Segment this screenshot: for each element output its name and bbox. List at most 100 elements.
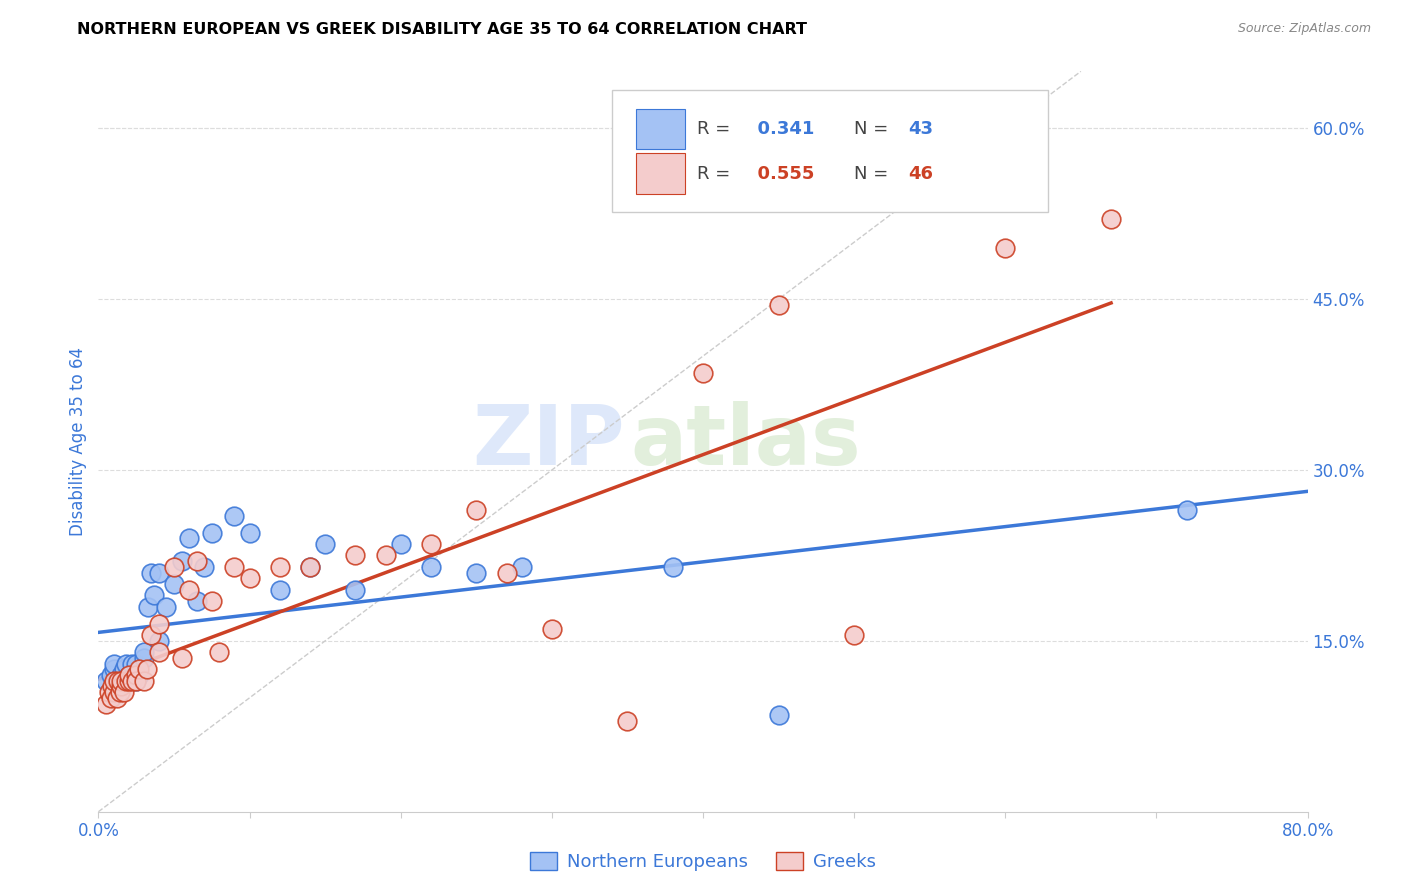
Point: [495, 566, 517, 580]
Point: [155, 599, 177, 614]
Point: [125, 673, 148, 688]
Point: [118, 673, 141, 688]
Point: [112, 662, 135, 676]
Point: [186, 594, 208, 608]
Point: [128, 668, 150, 682]
Point: [103, 662, 125, 676]
Point: [163, 559, 186, 574]
Point: [141, 628, 163, 642]
Point: [420, 537, 443, 551]
Text: ZIP: ZIP: [472, 401, 624, 482]
Point: [344, 549, 367, 563]
Point: [94, 697, 117, 711]
Point: [125, 673, 148, 688]
Point: [114, 673, 136, 688]
Point: [269, 582, 291, 597]
Point: [994, 241, 1017, 255]
Point: [118, 668, 141, 682]
Point: [132, 651, 155, 665]
Point: [125, 657, 148, 671]
Point: [108, 685, 131, 699]
Text: R =: R =: [697, 120, 735, 138]
Point: [103, 685, 125, 699]
Point: [692, 366, 714, 380]
Point: [103, 673, 125, 688]
Point: [299, 559, 322, 574]
Point: [101, 680, 124, 694]
Point: [163, 577, 186, 591]
Point: [125, 668, 148, 682]
Point: [1175, 503, 1198, 517]
Text: R =: R =: [697, 164, 735, 183]
Point: [465, 566, 488, 580]
Point: [201, 525, 224, 540]
Point: [148, 616, 170, 631]
Point: [389, 537, 412, 551]
Y-axis label: Disability Age 35 to 64: Disability Age 35 to 64: [69, 347, 87, 536]
Point: [107, 680, 129, 694]
Point: [148, 645, 170, 659]
Point: [616, 714, 638, 728]
Text: N =: N =: [855, 120, 894, 138]
Point: [148, 633, 170, 648]
Point: [135, 662, 157, 676]
Point: [465, 503, 488, 517]
Text: 46: 46: [908, 164, 934, 183]
Text: 0.555: 0.555: [745, 164, 814, 183]
Point: [170, 554, 193, 568]
Point: [186, 554, 208, 568]
Point: [170, 651, 193, 665]
Point: [224, 508, 246, 523]
Point: [239, 525, 262, 540]
Point: [110, 680, 132, 694]
Point: [132, 645, 155, 659]
Point: [224, 559, 246, 574]
Text: Source: ZipAtlas.com: Source: ZipAtlas.com: [1237, 22, 1371, 36]
Point: [768, 707, 790, 722]
Point: [540, 623, 562, 637]
Point: [94, 673, 117, 688]
Text: N =: N =: [855, 164, 894, 183]
Point: [201, 594, 224, 608]
Text: 43: 43: [908, 120, 934, 138]
Text: NORTHERN EUROPEAN VS GREEK DISABILITY AGE 35 TO 64 CORRELATION CHART: NORTHERN EUROPEAN VS GREEK DISABILITY AG…: [77, 22, 807, 37]
Point: [374, 549, 396, 563]
Point: [105, 673, 128, 688]
Point: [239, 571, 262, 585]
Point: [110, 673, 132, 688]
Point: [148, 566, 170, 580]
Point: [136, 599, 159, 614]
Point: [107, 673, 129, 688]
Text: 0.341: 0.341: [745, 120, 814, 138]
Point: [103, 657, 125, 671]
Point: [98, 685, 121, 699]
FancyBboxPatch shape: [613, 90, 1047, 212]
Point: [661, 559, 683, 574]
Point: [128, 662, 150, 676]
Point: [299, 559, 322, 574]
Legend: Northern Europeans, Greeks: Northern Europeans, Greeks: [522, 845, 884, 879]
Point: [110, 673, 132, 688]
Point: [179, 532, 201, 546]
FancyBboxPatch shape: [637, 153, 685, 194]
Point: [141, 566, 163, 580]
Point: [100, 668, 122, 682]
Point: [179, 582, 201, 597]
Point: [420, 559, 443, 574]
Point: [112, 685, 135, 699]
Point: [844, 628, 866, 642]
Point: [121, 657, 143, 671]
Point: [105, 690, 128, 705]
Point: [1099, 212, 1122, 227]
Text: atlas: atlas: [630, 401, 862, 482]
Point: [269, 559, 291, 574]
Point: [121, 673, 143, 688]
Point: [344, 582, 367, 597]
Point: [208, 645, 231, 659]
Point: [132, 673, 155, 688]
Point: [110, 668, 132, 682]
Point: [100, 690, 122, 705]
Point: [118, 668, 141, 682]
Point: [114, 657, 136, 671]
Point: [193, 559, 215, 574]
